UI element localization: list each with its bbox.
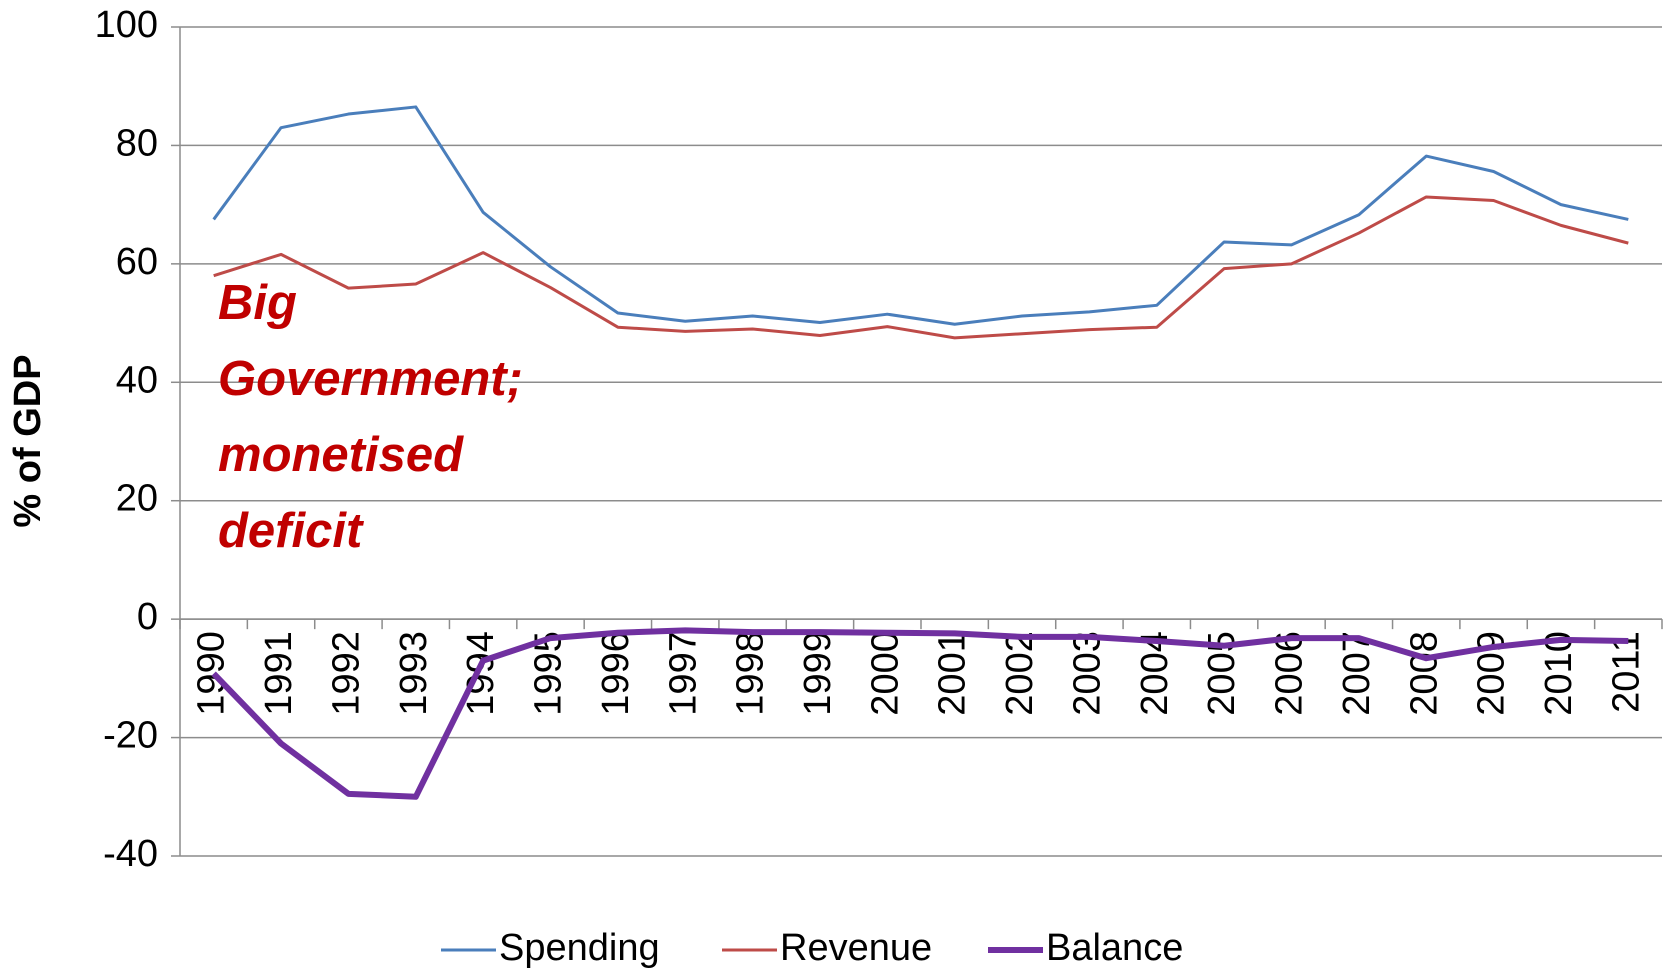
x-tick-label: 2008 (1403, 631, 1445, 716)
series-line (213, 195, 1629, 340)
x-tick-label: 2000 (864, 631, 906, 716)
annotation: Big Government; monetised deficit (218, 276, 523, 558)
legend-label: Revenue (780, 927, 932, 969)
y-axis-label: % of GDP (7, 354, 49, 527)
y-tick-label: 100 (95, 4, 158, 46)
x-tick-label: 2007 (1336, 631, 1378, 716)
x-tick-label: 1994 (460, 631, 502, 716)
y-tick-label: 40 (116, 359, 158, 401)
y-tick-label: -40 (103, 833, 158, 875)
x-tick-label: 2006 (1269, 631, 1311, 716)
x-tick-label: 1990 (191, 631, 233, 716)
y-tick-label: 60 (116, 241, 158, 283)
legend-label: Balance (1046, 927, 1183, 969)
x-tick-label: 2003 (1066, 631, 1108, 716)
y-tick-label: 0 (137, 596, 158, 638)
x-tick-label: 2004 (1134, 631, 1176, 716)
series-line (211, 627, 1629, 800)
x-tick-label: 1991 (258, 631, 300, 716)
x-tick-label: 2011 (1605, 631, 1647, 713)
x-tick-label: 1998 (730, 631, 772, 716)
x-tick-label: 1992 (325, 631, 367, 716)
y-tick-label: 20 (116, 478, 158, 520)
x-tick-label: 1999 (797, 631, 839, 716)
x-tick-label: 2002 (999, 631, 1041, 716)
legend-label: Spending (499, 927, 660, 969)
y-tick-label: -20 (103, 715, 158, 757)
x-tick-label: 2001 (932, 631, 974, 716)
x-tick-label: 1996 (595, 631, 637, 716)
series-line (212, 105, 1629, 326)
y-tick-label: 80 (116, 122, 158, 164)
x-tick-label: 1997 (662, 631, 704, 716)
x-tick-label: 2010 (1538, 631, 1580, 716)
x-tick-label: 1993 (393, 631, 435, 716)
